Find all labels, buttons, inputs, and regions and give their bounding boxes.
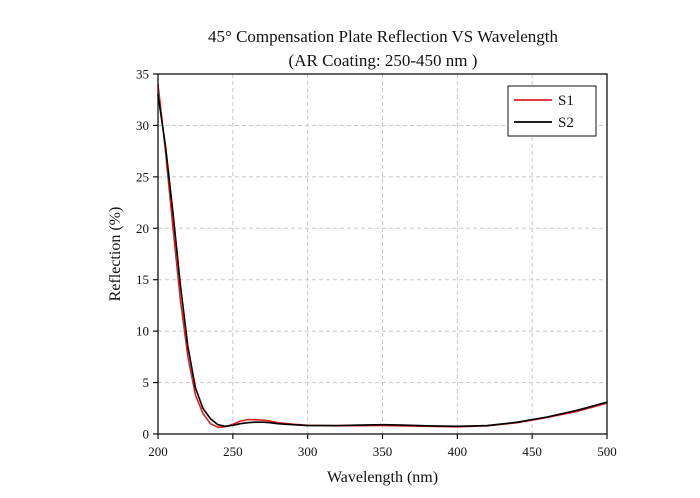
y-tick-label: 35 [136,67,149,82]
x-tick-label: 400 [448,444,468,459]
chart-title: 45° Compensation Plate Reflection VS Wav… [208,27,558,46]
x-tick-label: 450 [522,444,542,459]
x-tick-label: 300 [298,444,318,459]
x-tick-label: 200 [148,444,168,459]
chart-subtitle: (AR Coating: 250-450 nm ) [289,51,478,70]
y-tick-label: 25 [136,169,149,184]
series-line-s2 [157,93,608,428]
y-axis-label: Reflection (%) [107,207,124,302]
x-tick-label: 250 [223,444,243,459]
y-tick-label: 5 [143,375,150,390]
y-tick-label: 10 [136,324,149,339]
y-tick-label: 30 [136,118,149,133]
legend-label-s1: S1 [558,93,574,109]
x-tick-label: 350 [373,444,393,459]
legend-label-s2: S2 [558,115,574,131]
x-axis-label: Wavelength (nm) [327,469,438,486]
x-tick-label: 500 [597,444,617,459]
legend-box [507,85,597,137]
y-tick-label: 15 [136,272,149,287]
axis-ticks: 200 250 300 350 400 450 500 0 5 10 15 20 25 30 35 [136,67,617,460]
y-tick-label: 0 [143,427,150,442]
series-lines [157,83,608,429]
y-tick-label: 20 [136,221,149,236]
